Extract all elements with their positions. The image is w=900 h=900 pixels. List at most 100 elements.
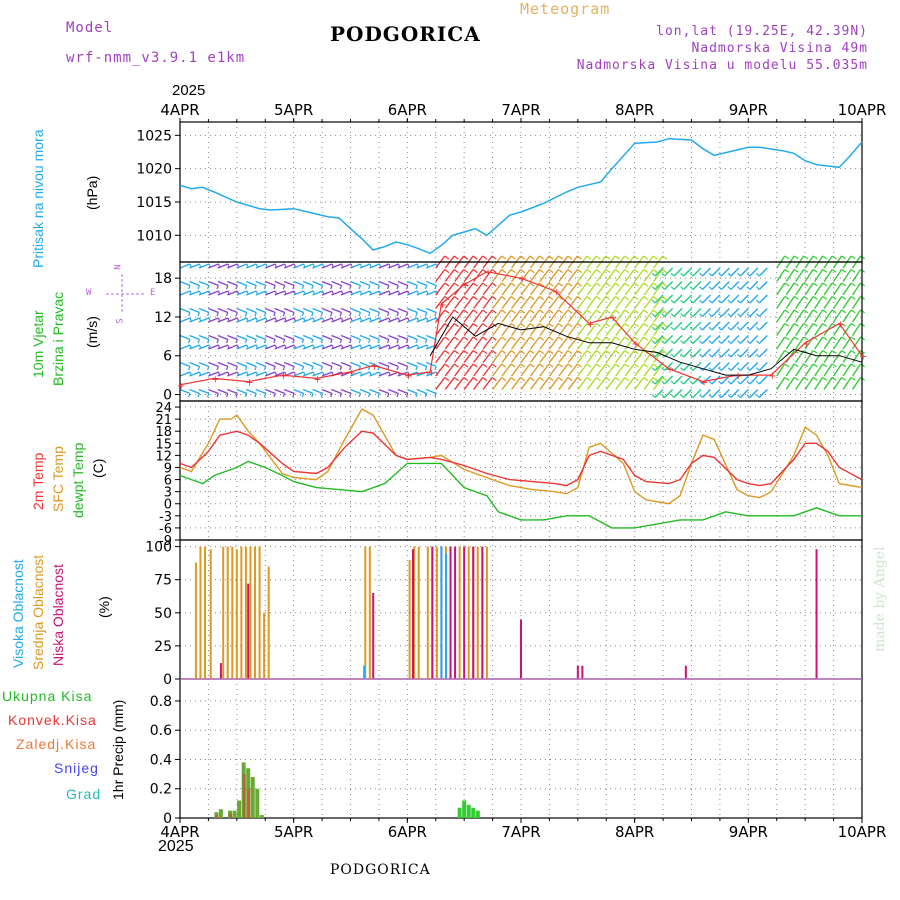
wind-barb-flag xyxy=(216,285,219,290)
wind-barb-flag xyxy=(330,312,333,317)
wind-barb-flag xyxy=(651,326,656,331)
wind-barb-flag xyxy=(605,363,611,368)
wind-barb xyxy=(529,309,541,323)
wind-barb-flag xyxy=(746,286,751,290)
wind-barb xyxy=(359,290,371,296)
x-tick-label-top: 4APR xyxy=(160,101,199,119)
wind-barb xyxy=(208,280,219,287)
wind-barb xyxy=(217,388,229,395)
wind-barb-flag xyxy=(614,269,620,274)
wind-barb xyxy=(246,388,257,395)
wind-barb xyxy=(634,336,645,350)
wind-barb xyxy=(397,344,409,350)
wind-barb xyxy=(331,290,342,296)
wind-barb xyxy=(758,294,768,304)
wind-barb xyxy=(720,281,730,290)
wind-barb xyxy=(246,361,257,368)
wind-barb xyxy=(189,263,200,269)
wind-barb xyxy=(701,321,711,331)
wind-barb xyxy=(407,344,418,350)
wind-barb xyxy=(388,290,399,296)
wind-barb xyxy=(416,280,428,287)
wind-speed-marker: + xyxy=(484,268,492,279)
wind-barb xyxy=(416,344,428,350)
wind-barb xyxy=(227,290,238,296)
wind-barb xyxy=(189,307,200,314)
wind-barb xyxy=(435,323,446,336)
wind-barb xyxy=(548,336,559,350)
wind-barb-flag xyxy=(482,255,488,260)
wind-barb xyxy=(624,309,635,323)
wind-barb-flag xyxy=(539,350,545,355)
wind-barb-flag xyxy=(718,353,722,358)
wind-barb-flag xyxy=(339,312,343,317)
wind-barb xyxy=(653,363,664,377)
wind-barb xyxy=(283,344,295,350)
wind-barb xyxy=(624,269,635,282)
wind-barb xyxy=(673,375,683,385)
wind-barb-flag xyxy=(206,393,210,398)
wind-barb xyxy=(851,282,862,296)
wind-barb xyxy=(785,282,795,296)
wind-barb-flag xyxy=(662,296,668,301)
wind-barb-flag xyxy=(273,339,276,344)
wind-barb-flag xyxy=(624,269,630,274)
wind-barb xyxy=(302,388,314,395)
wind-barb xyxy=(416,388,428,395)
wind-barb xyxy=(596,309,607,323)
wind-barb-flag xyxy=(680,367,684,371)
wind-barb-flag xyxy=(860,363,866,368)
wind-barb xyxy=(331,361,342,368)
wind-barb xyxy=(558,269,569,282)
wind-barb-flag xyxy=(680,340,684,344)
wind-barb-flag xyxy=(320,312,324,317)
wind-barb-flag xyxy=(453,255,459,260)
wind-barb-flag xyxy=(510,269,516,274)
wind-barb xyxy=(664,362,674,371)
wind-barb xyxy=(312,388,323,395)
wind-barb xyxy=(720,362,730,371)
wind-barb xyxy=(227,263,238,269)
wind-barb xyxy=(749,362,759,371)
wind-speed-marker: + xyxy=(518,274,526,285)
wind-barb xyxy=(407,307,418,314)
wind-barb xyxy=(586,269,597,282)
wind-barb-flag xyxy=(444,296,450,301)
wind-barb xyxy=(473,296,484,309)
wind-barb xyxy=(823,377,833,390)
wind-barb xyxy=(435,350,446,363)
wind-barb-flag xyxy=(662,323,668,328)
wind-speed-marker: + xyxy=(211,374,219,385)
wind-barb-flag xyxy=(282,393,286,398)
wind-barb xyxy=(388,361,399,368)
precip-bar xyxy=(471,807,476,818)
wind-barb-flag xyxy=(463,363,469,368)
wind-barb xyxy=(264,344,276,350)
wind-barb xyxy=(264,307,276,314)
wind-barb-flag xyxy=(254,366,257,371)
wind-barb-flag xyxy=(567,323,573,328)
wind-barb-flag xyxy=(482,336,488,341)
precip-convective-bar xyxy=(229,813,233,818)
wind-barb xyxy=(624,350,635,363)
wind-barb xyxy=(397,307,409,314)
wind-barb xyxy=(510,377,522,390)
wind-barb xyxy=(426,317,437,323)
cloud-ytick-label: 50 xyxy=(154,606,172,622)
wind-barb-flag xyxy=(472,269,478,274)
wind-barb-flag xyxy=(803,282,809,287)
wind-barb-flag xyxy=(624,282,630,287)
wind-barb xyxy=(749,389,759,398)
wind-barb-flag xyxy=(822,323,828,327)
wind-barb-flag xyxy=(188,312,191,317)
wind-barb xyxy=(692,389,702,398)
wind-barb-flag xyxy=(273,285,276,290)
wind-barb-flag xyxy=(605,377,611,382)
wind-barb-flag xyxy=(670,340,675,344)
wind-barb-flag xyxy=(680,326,684,331)
wind-barb xyxy=(520,269,531,282)
wind-barb xyxy=(350,263,361,269)
wind-barb-flag xyxy=(254,339,257,344)
wind-barb xyxy=(596,363,607,377)
wind-barb xyxy=(350,317,361,323)
